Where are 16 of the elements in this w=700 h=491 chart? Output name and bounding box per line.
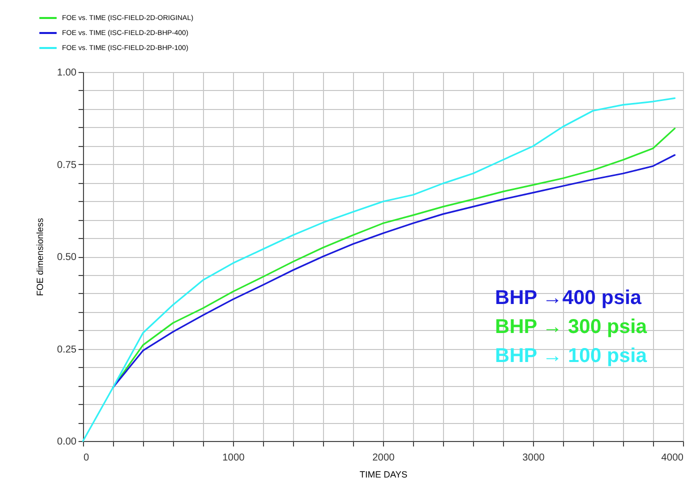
x-tick-label: 0	[84, 452, 90, 464]
line-series	[82, 97, 676, 442]
annotation: BHP → 300 psia	[495, 316, 648, 338]
y-tick-label: 0.00	[57, 436, 77, 448]
annotation: BHP →400 psia	[495, 287, 642, 309]
x-tick-label: 4000	[661, 452, 684, 464]
x-tick-label: 1000	[222, 452, 246, 464]
y-tick-label: 0.50	[57, 252, 77, 263]
y-tick-label: 0.25	[57, 344, 77, 356]
y-tick-label: 1.00	[57, 68, 77, 78]
x-axis-title: TIME DAYS	[360, 470, 408, 480]
x-tick-label: 2000	[372, 452, 396, 464]
y-axis-title: FOE dimensionless	[35, 217, 46, 296]
annotation: BHP → 100 psia	[495, 345, 648, 367]
y-tick-label: 0.75	[57, 160, 77, 171]
x-tick-label: 3000	[522, 452, 546, 464]
